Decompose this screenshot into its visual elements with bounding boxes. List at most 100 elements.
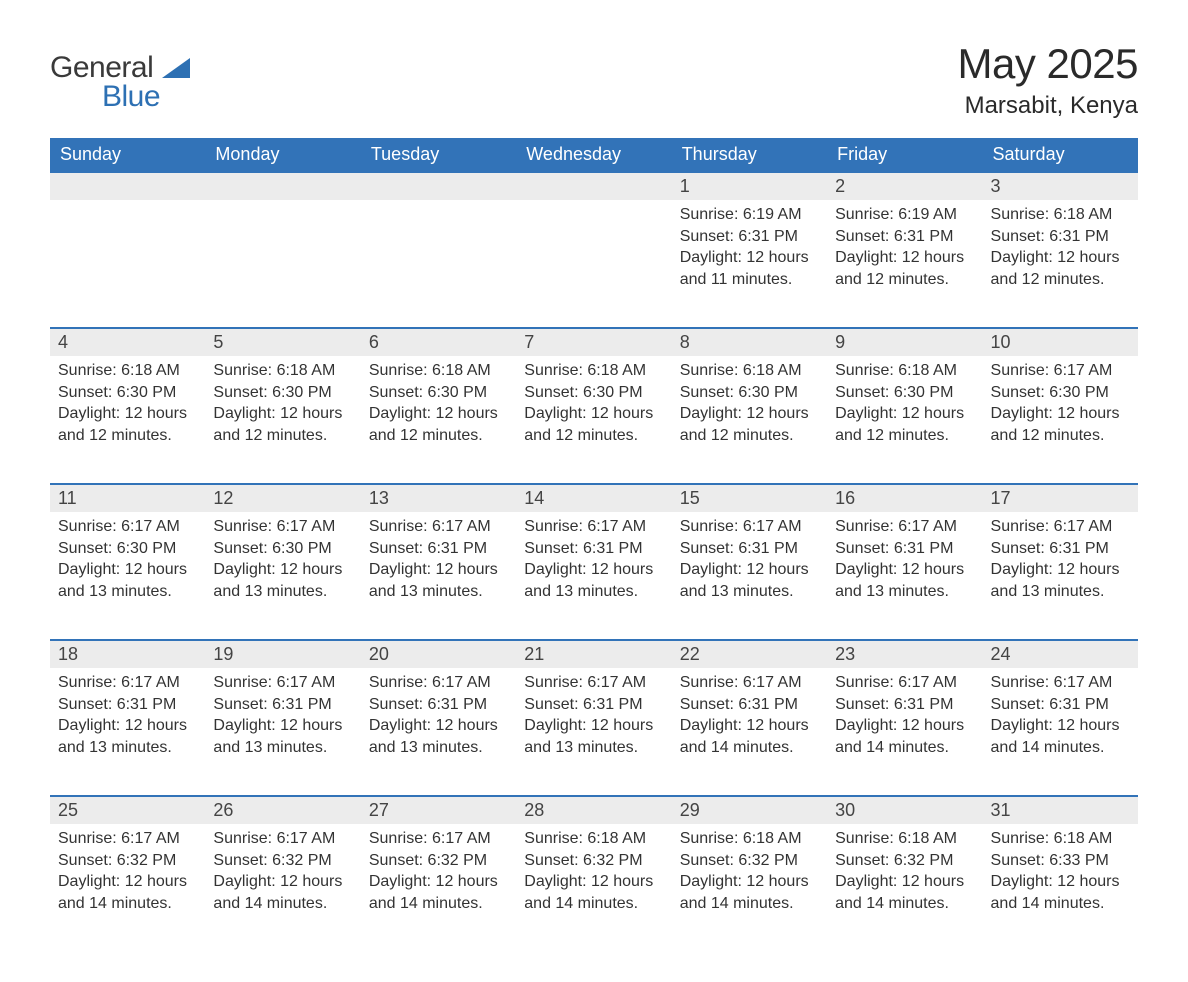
sunrise-line: Sunrise: 6:18 AM <box>680 360 819 382</box>
day-number: 18 <box>50 640 205 668</box>
day-cell: Sunrise: 6:18 AMSunset: 6:33 PMDaylight:… <box>983 824 1138 952</box>
daylight-line: Daylight: 12 hours and 13 minutes. <box>213 715 352 758</box>
day-details: Sunrise: 6:17 AMSunset: 6:32 PMDaylight:… <box>369 824 508 914</box>
day-details: Sunrise: 6:17 AMSunset: 6:30 PMDaylight:… <box>991 356 1130 446</box>
day-cell: Sunrise: 6:18 AMSunset: 6:32 PMDaylight:… <box>672 824 827 952</box>
sunrise-line: Sunrise: 6:17 AM <box>58 516 197 538</box>
empty-day-cell <box>516 200 671 328</box>
daylight-line: Daylight: 12 hours and 13 minutes. <box>991 559 1130 602</box>
sunrise-line: Sunrise: 6:17 AM <box>213 672 352 694</box>
day-details: Sunrise: 6:18 AMSunset: 6:33 PMDaylight:… <box>991 824 1130 914</box>
sunrise-line: Sunrise: 6:18 AM <box>835 828 974 850</box>
day-number: 10 <box>983 328 1138 356</box>
sunset-line: Sunset: 6:30 PM <box>213 538 352 560</box>
sunrise-line: Sunrise: 6:17 AM <box>991 672 1130 694</box>
day-number: 7 <box>516 328 671 356</box>
day-cell: Sunrise: 6:18 AMSunset: 6:30 PMDaylight:… <box>361 356 516 484</box>
day-cell: Sunrise: 6:18 AMSunset: 6:30 PMDaylight:… <box>827 356 982 484</box>
day-cell: Sunrise: 6:18 AMSunset: 6:30 PMDaylight:… <box>50 356 205 484</box>
day-number: 27 <box>361 796 516 824</box>
daylight-line: Daylight: 12 hours and 14 minutes. <box>213 871 352 914</box>
empty-day-cell <box>205 200 360 328</box>
daylight-line: Daylight: 12 hours and 12 minutes. <box>58 403 197 446</box>
week-number-row: 18192021222324 <box>50 640 1138 668</box>
sunset-line: Sunset: 6:30 PM <box>213 382 352 404</box>
day-number: 5 <box>205 328 360 356</box>
sunrise-line: Sunrise: 6:17 AM <box>524 516 663 538</box>
sunrise-line: Sunrise: 6:18 AM <box>991 204 1130 226</box>
day-number: 8 <box>672 328 827 356</box>
day-details: Sunrise: 6:17 AMSunset: 6:31 PMDaylight:… <box>524 668 663 758</box>
day-number: 21 <box>516 640 671 668</box>
daylight-line: Daylight: 12 hours and 12 minutes. <box>524 403 663 446</box>
day-details: Sunrise: 6:18 AMSunset: 6:30 PMDaylight:… <box>524 356 663 446</box>
day-details: Sunrise: 6:18 AMSunset: 6:30 PMDaylight:… <box>680 356 819 446</box>
sunrise-line: Sunrise: 6:17 AM <box>369 828 508 850</box>
daylight-line: Daylight: 12 hours and 12 minutes. <box>680 403 819 446</box>
sunset-line: Sunset: 6:31 PM <box>991 538 1130 560</box>
sunset-line: Sunset: 6:30 PM <box>58 538 197 560</box>
daylight-line: Daylight: 12 hours and 14 minutes. <box>835 715 974 758</box>
day-cell: Sunrise: 6:17 AMSunset: 6:32 PMDaylight:… <box>205 824 360 952</box>
day-header: Monday <box>205 138 360 172</box>
daylight-line: Daylight: 12 hours and 14 minutes. <box>369 871 508 914</box>
day-number: 19 <box>205 640 360 668</box>
day-cell: Sunrise: 6:17 AMSunset: 6:32 PMDaylight:… <box>50 824 205 952</box>
week-number-row: 45678910 <box>50 328 1138 356</box>
day-cell: Sunrise: 6:17 AMSunset: 6:31 PMDaylight:… <box>50 668 205 796</box>
logo: General Blue <box>50 54 194 111</box>
daylight-line: Daylight: 12 hours and 13 minutes. <box>524 559 663 602</box>
sunset-line: Sunset: 6:31 PM <box>680 538 819 560</box>
sunrise-line: Sunrise: 6:18 AM <box>524 360 663 382</box>
sunrise-line: Sunrise: 6:17 AM <box>213 516 352 538</box>
day-cell: Sunrise: 6:17 AMSunset: 6:30 PMDaylight:… <box>983 356 1138 484</box>
daylight-line: Daylight: 12 hours and 14 minutes. <box>680 715 819 758</box>
daylight-line: Daylight: 12 hours and 14 minutes. <box>58 871 197 914</box>
day-number: 30 <box>827 796 982 824</box>
sunrise-line: Sunrise: 6:17 AM <box>58 672 197 694</box>
day-cell: Sunrise: 6:17 AMSunset: 6:31 PMDaylight:… <box>516 512 671 640</box>
daylight-line: Daylight: 12 hours and 14 minutes. <box>524 871 663 914</box>
day-number: 2 <box>827 172 982 200</box>
day-cell: Sunrise: 6:17 AMSunset: 6:31 PMDaylight:… <box>361 512 516 640</box>
day-details: Sunrise: 6:18 AMSunset: 6:30 PMDaylight:… <box>213 356 352 446</box>
day-cell: Sunrise: 6:17 AMSunset: 6:31 PMDaylight:… <box>827 512 982 640</box>
logo-word-general: General <box>50 54 160 83</box>
sunrise-line: Sunrise: 6:17 AM <box>58 828 197 850</box>
day-cell: Sunrise: 6:17 AMSunset: 6:32 PMDaylight:… <box>361 824 516 952</box>
calendar-table: SundayMondayTuesdayWednesdayThursdayFrid… <box>50 138 1138 952</box>
empty-day-cell <box>361 200 516 328</box>
sunset-line: Sunset: 6:32 PM <box>369 850 508 872</box>
sunrise-line: Sunrise: 6:18 AM <box>213 360 352 382</box>
daylight-line: Daylight: 12 hours and 12 minutes. <box>835 403 974 446</box>
sunset-line: Sunset: 6:30 PM <box>58 382 197 404</box>
sunrise-line: Sunrise: 6:18 AM <box>991 828 1130 850</box>
sunrise-line: Sunrise: 6:17 AM <box>835 516 974 538</box>
sunrise-line: Sunrise: 6:18 AM <box>58 360 197 382</box>
daylight-line: Daylight: 12 hours and 12 minutes. <box>835 247 974 290</box>
sunset-line: Sunset: 6:31 PM <box>835 694 974 716</box>
sunset-line: Sunset: 6:31 PM <box>991 694 1130 716</box>
sunset-line: Sunset: 6:31 PM <box>835 226 974 248</box>
daylight-line: Daylight: 12 hours and 14 minutes. <box>991 715 1130 758</box>
day-cell: Sunrise: 6:19 AMSunset: 6:31 PMDaylight:… <box>672 200 827 328</box>
logo-word-blue: Blue <box>102 83 160 112</box>
day-details: Sunrise: 6:18 AMSunset: 6:32 PMDaylight:… <box>524 824 663 914</box>
daylight-line: Daylight: 12 hours and 14 minutes. <box>835 871 974 914</box>
daylight-line: Daylight: 12 hours and 12 minutes. <box>213 403 352 446</box>
day-cell: Sunrise: 6:18 AMSunset: 6:30 PMDaylight:… <box>672 356 827 484</box>
sunrise-line: Sunrise: 6:17 AM <box>369 516 508 538</box>
day-details: Sunrise: 6:19 AMSunset: 6:31 PMDaylight:… <box>680 200 819 290</box>
day-number: 29 <box>672 796 827 824</box>
day-details: Sunrise: 6:17 AMSunset: 6:30 PMDaylight:… <box>213 512 352 602</box>
daylight-line: Daylight: 12 hours and 14 minutes. <box>680 871 819 914</box>
day-details: Sunrise: 6:17 AMSunset: 6:31 PMDaylight:… <box>991 512 1130 602</box>
day-header: Friday <box>827 138 982 172</box>
sunset-line: Sunset: 6:31 PM <box>991 226 1130 248</box>
day-cell: Sunrise: 6:17 AMSunset: 6:30 PMDaylight:… <box>205 512 360 640</box>
day-cell: Sunrise: 6:19 AMSunset: 6:31 PMDaylight:… <box>827 200 982 328</box>
sunrise-line: Sunrise: 6:18 AM <box>369 360 508 382</box>
day-number: 6 <box>361 328 516 356</box>
sunset-line: Sunset: 6:30 PM <box>369 382 508 404</box>
sunrise-line: Sunrise: 6:19 AM <box>680 204 819 226</box>
